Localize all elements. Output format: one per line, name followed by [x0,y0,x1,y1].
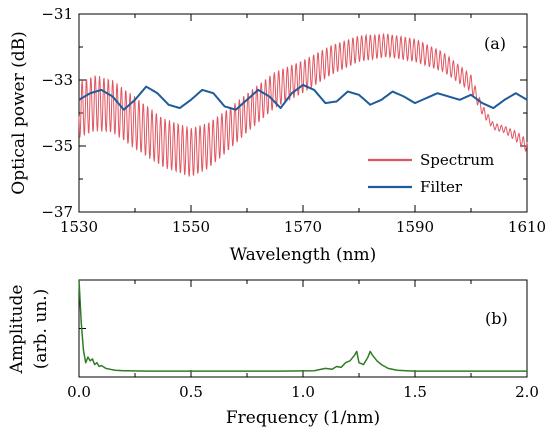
amplitude-line [78,279,527,372]
panel-b-series [78,279,527,372]
panel-b-y-axis-label-line1: Amplitude [7,285,27,375]
panel-a-series [78,32,528,177]
x-tick-label: 1550 [172,218,210,236]
legend-label-spectrum: Spectrum [420,151,494,169]
x-tick-label: 1.5 [403,383,427,401]
filter-line [78,83,528,111]
legend-label-filter: Filter [420,178,463,196]
panel-a-x-axis-label: Wavelength (nm) [230,245,377,265]
y-tick-label: −37 [41,203,73,221]
y-tick-label: −33 [41,71,73,89]
panel-b-frame [78,279,528,378]
panel-b-ticks [78,279,528,377]
panel-a-y-tick-labels: −37 −35 −33 −31 [41,5,73,221]
panel-b-label: (b) [485,309,508,328]
y-tick-label: −31 [41,5,73,23]
panel-b-x-axis-label: Frequency (1/nm) [226,408,380,428]
legend: Spectrum Filter [368,151,494,196]
panel-a-x-tick-labels: 1530 1550 1570 1590 1610 [60,218,546,236]
x-tick-label: 1590 [396,218,434,236]
x-tick-label: 1610 [508,218,546,236]
x-tick-label: 1.0 [291,383,315,401]
panel-a-ticks [78,13,528,213]
panel-b-x-tick-labels: 0.0 0.5 1.0 1.5 2.0 [67,383,539,401]
x-tick-label: 0.5 [179,383,203,401]
spectrum-line [78,32,528,177]
panel-a-label: (a) [484,34,506,53]
panel-b-y-axis-label-line2: (arb. un.) [31,289,51,370]
y-tick-label: −35 [41,137,73,155]
x-tick-label: 2.0 [515,383,539,401]
x-tick-label: 1530 [60,218,98,236]
panel-a: 1530 1550 1570 1590 1610 −37 −35 −33 −31 (a) Wa… [9,5,546,265]
x-tick-label: 1570 [284,218,322,236]
x-tick-label: 0.0 [67,383,91,401]
panel-b: 0.0 0.5 1.0 1.5 2.0 (b) Frequency (1/nm) Amp… [7,279,539,428]
panel-a-y-axis-label: Optical power (dB) [9,31,29,194]
